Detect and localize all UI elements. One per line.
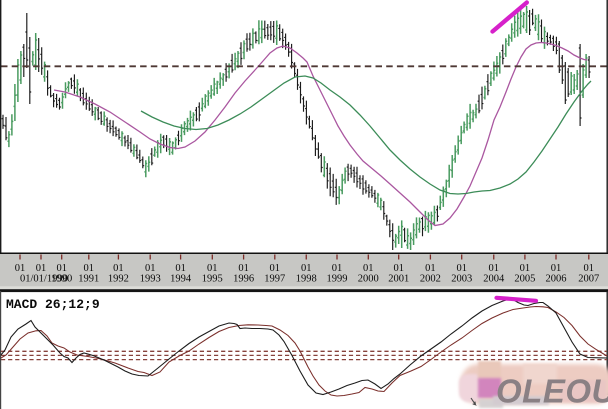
svg-text:01: 01 [175, 263, 186, 274]
svg-text:01: 01 [363, 263, 374, 274]
svg-text:01: 01 [145, 263, 156, 274]
svg-text:1995: 1995 [202, 274, 223, 285]
svg-text:01: 01 [238, 263, 249, 274]
svg-text:01: 01 [15, 263, 26, 274]
svg-text:1994: 1994 [170, 274, 192, 285]
svg-text:1990: 1990 [51, 274, 72, 285]
svg-text:2001: 2001 [388, 274, 409, 285]
svg-text:01: 01 [270, 263, 281, 274]
svg-text:2006: 2006 [546, 274, 567, 285]
svg-text:01: 01 [36, 263, 47, 274]
svg-text:2004: 2004 [483, 274, 505, 285]
svg-text:2007: 2007 [578, 274, 599, 285]
svg-text:01: 01 [584, 263, 595, 274]
svg-text:01: 01 [84, 263, 95, 274]
svg-text:01: 01 [56, 263, 67, 274]
svg-text:1998: 1998 [296, 274, 317, 285]
svg-text:2003: 2003 [451, 274, 472, 285]
svg-text:2002: 2002 [420, 274, 441, 285]
svg-text:1997: 1997 [264, 274, 285, 285]
svg-text:01: 01 [113, 263, 124, 274]
svg-text:1993: 1993 [140, 274, 161, 285]
svg-text:OLEOU: OLEOU [496, 373, 608, 409]
svg-text:01: 01 [489, 263, 500, 274]
svg-text:01: 01 [393, 263, 404, 274]
svg-text:01: 01 [332, 263, 343, 274]
svg-text:1996: 1996 [233, 274, 254, 285]
svg-text:01: 01 [207, 263, 218, 274]
svg-text:2005: 2005 [514, 274, 535, 285]
svg-text:2000: 2000 [358, 274, 379, 285]
svg-text:MACD 26;12;9: MACD 26;12;9 [6, 297, 100, 312]
svg-text:1991: 1991 [78, 274, 99, 285]
svg-text:01: 01 [456, 263, 467, 274]
svg-text:01: 01 [551, 263, 562, 274]
svg-text:01: 01 [520, 263, 531, 274]
svg-text:1992: 1992 [108, 274, 129, 285]
svg-text:01: 01 [301, 263, 312, 274]
svg-text:1999: 1999 [327, 274, 348, 285]
svg-text:01/01/1990: 01/01/1990 [20, 274, 68, 285]
svg-text:01: 01 [425, 263, 436, 274]
